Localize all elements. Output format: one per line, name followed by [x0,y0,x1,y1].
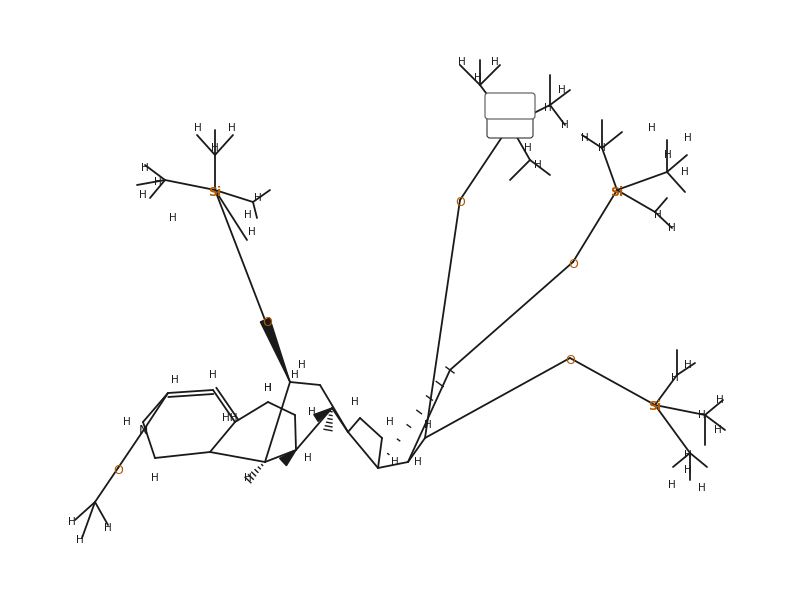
Text: O: O [261,316,272,329]
Text: H: H [667,480,675,490]
Text: H: H [211,143,219,153]
Text: H: H [386,417,394,427]
Text: O: O [565,353,574,366]
Text: H: H [683,360,691,370]
Text: Si: Si [209,186,221,199]
Text: H: H [169,213,176,223]
Text: H: H [209,370,217,380]
Text: H: H [391,457,399,467]
Text: Abs: Abs [500,101,519,111]
FancyBboxPatch shape [486,110,533,138]
Text: H: H [697,483,705,493]
Text: H: H [154,177,162,187]
Text: H: H [264,383,272,393]
Text: H: H [151,473,159,483]
Text: H: H [141,163,148,173]
Polygon shape [279,450,296,466]
Text: H: H [654,210,661,220]
Text: H: H [171,375,179,385]
Text: H: H [304,453,311,463]
Text: Si: Si [610,186,623,199]
Text: O: O [567,258,577,271]
Text: H: H [253,193,261,203]
Text: H: H [680,167,688,177]
Text: H: H [194,123,201,133]
Text: H: H [68,517,75,527]
Text: H: H [697,410,705,420]
Text: O: O [113,463,123,476]
Text: H: H [298,360,306,370]
Text: H: H [473,73,481,83]
Text: H: H [104,523,111,533]
Text: H: H [524,143,531,153]
Polygon shape [314,408,331,421]
Text: O: O [455,196,464,209]
Text: H: H [557,85,565,95]
Text: H: H [458,57,465,67]
Polygon shape [260,318,290,382]
Text: H: H [76,535,83,545]
Text: H: H [308,407,315,417]
Text: H: H [667,223,675,233]
Text: H: H [713,425,721,435]
Text: H: H [683,465,691,475]
Text: H: H [291,370,298,380]
Text: Si: Si [648,401,661,414]
Text: N: N [138,424,148,437]
Text: H: H [683,133,691,143]
Text: H: H [414,457,421,467]
Text: H: H [581,133,588,143]
Text: H: H [248,227,256,237]
Text: H: H [228,123,236,133]
Text: H: H [715,395,723,405]
Text: H: H [123,417,131,427]
Text: H: H [264,383,272,393]
Text: H: H [350,397,358,407]
Text: H: H [561,120,568,130]
Text: H: H [670,373,678,383]
Text: H: H [244,210,252,220]
Text: H: H [663,150,671,160]
Text: H: H [533,160,541,170]
Text: H: H [683,450,691,460]
Text: H: H [647,123,655,133]
Text: H: H [244,473,252,483]
Text: H: H [139,190,147,200]
Text: Abs: Abs [500,120,518,130]
Text: HH: HH [222,413,237,423]
Text: H: H [423,420,431,430]
Text: H: H [544,103,551,113]
Text: H: H [597,143,606,153]
Text: H: H [491,57,498,67]
FancyBboxPatch shape [484,93,534,119]
